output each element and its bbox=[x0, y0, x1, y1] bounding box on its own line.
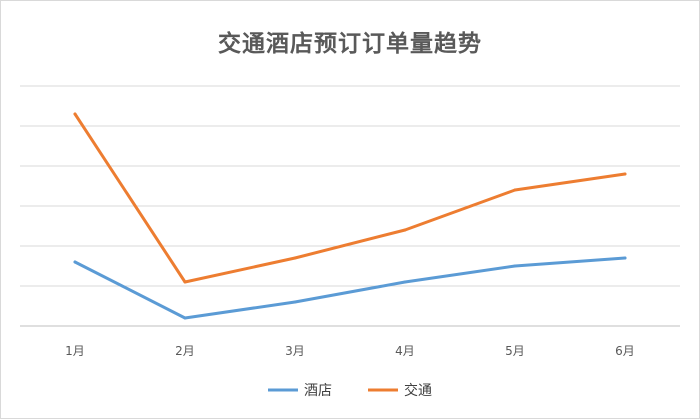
series-lines bbox=[73, 112, 627, 320]
x-tick-label: 4月 bbox=[395, 344, 415, 358]
data-point bbox=[73, 260, 77, 264]
data-point bbox=[403, 228, 407, 232]
series-line-0 bbox=[73, 256, 627, 320]
gridlines bbox=[20, 85, 680, 327]
data-point bbox=[623, 172, 627, 176]
chart-title: 交通酒店预订订单量趋势 bbox=[218, 31, 482, 57]
x-tick-label: 1月 bbox=[65, 344, 85, 358]
series-line-1 bbox=[73, 112, 627, 284]
legend-label-1: 交通 bbox=[404, 382, 432, 399]
data-point bbox=[293, 256, 297, 260]
data-point bbox=[293, 300, 297, 304]
data-point bbox=[513, 264, 517, 268]
data-point bbox=[183, 280, 187, 284]
x-tick-label: 5月 bbox=[505, 344, 525, 358]
data-point bbox=[623, 256, 627, 260]
data-point bbox=[73, 112, 77, 116]
x-tick-label: 6月 bbox=[615, 344, 635, 358]
x-axis-ticks: 1月 2月 3月 4月 5月 6月 bbox=[65, 344, 635, 358]
data-point bbox=[403, 280, 407, 284]
x-tick-label: 3月 bbox=[285, 344, 305, 358]
data-point bbox=[513, 188, 517, 192]
data-point bbox=[183, 316, 187, 320]
x-tick-label: 2月 bbox=[175, 344, 195, 358]
legend: 酒店 交通 bbox=[268, 382, 432, 399]
legend-label-0: 酒店 bbox=[304, 383, 332, 399]
